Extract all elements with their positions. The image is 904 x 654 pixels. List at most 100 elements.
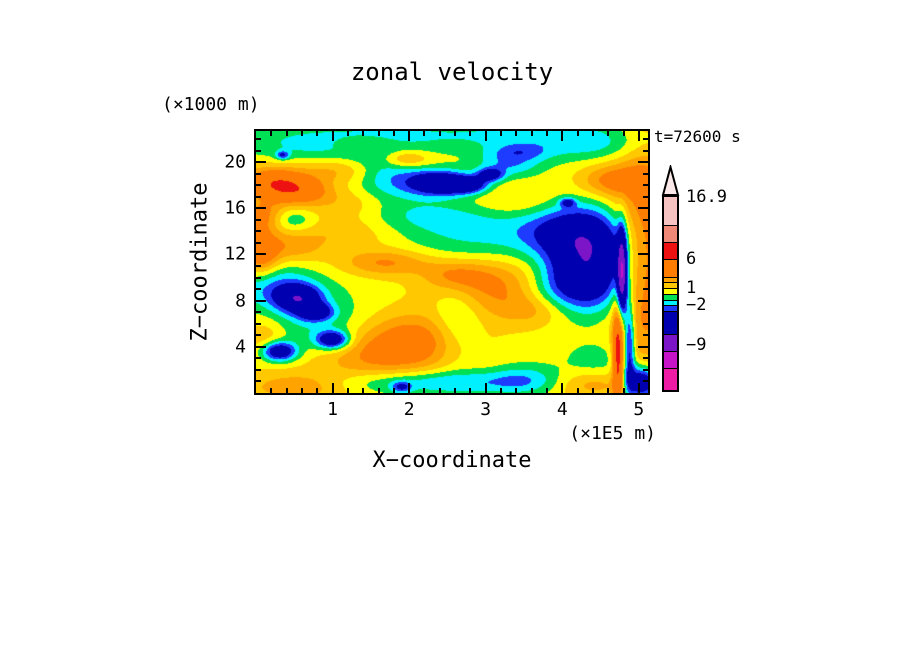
colorbar-label: −9 <box>686 335 707 356</box>
tick-mark <box>347 131 349 136</box>
z-axis-label: Z−coordinate <box>187 182 213 342</box>
tick-mark <box>408 383 410 393</box>
tick-mark <box>643 265 648 267</box>
tick-mark <box>256 242 261 244</box>
tick-mark <box>256 265 261 267</box>
tick-mark <box>643 357 648 359</box>
tick-mark <box>256 253 266 255</box>
tick-mark <box>577 131 579 136</box>
tick-mark <box>643 173 648 175</box>
tick-mark <box>393 388 395 393</box>
tick-mark <box>485 131 487 141</box>
tick-mark <box>546 131 548 136</box>
tick-mark <box>643 323 648 325</box>
tick-mark <box>439 388 441 393</box>
tick-mark <box>643 230 648 232</box>
z-axis-units-label: (×1000 m) <box>162 94 260 115</box>
tick-mark <box>469 131 471 136</box>
tick-mark <box>256 230 261 232</box>
tick-mark <box>408 131 410 141</box>
x-tick-label: 4 <box>556 399 568 420</box>
tick-mark <box>332 383 334 393</box>
tick-mark <box>362 388 364 393</box>
colorbar-segment <box>664 311 677 334</box>
colorbar-segment <box>664 225 677 242</box>
tick-mark <box>270 388 272 393</box>
tick-mark <box>332 131 334 141</box>
tick-mark <box>643 277 648 279</box>
tick-mark <box>500 388 502 393</box>
tick-mark <box>515 131 517 136</box>
tick-mark <box>638 207 648 209</box>
tick-mark <box>256 357 261 359</box>
tick-mark <box>561 383 563 393</box>
colorbar-label: −2 <box>686 295 707 316</box>
tick-mark <box>643 369 648 371</box>
tick-mark <box>515 388 517 393</box>
tick-mark <box>256 300 266 302</box>
tick-mark <box>256 380 261 382</box>
plot-title: zonal velocity <box>350 58 554 86</box>
contour-field-canvas <box>256 131 648 393</box>
tick-mark <box>423 388 425 393</box>
tick-mark <box>256 334 261 336</box>
tick-mark <box>301 131 303 136</box>
tick-mark <box>643 311 648 313</box>
tick-mark <box>577 388 579 393</box>
tick-mark <box>643 334 648 336</box>
tick-mark <box>286 388 288 393</box>
tick-mark <box>256 288 261 290</box>
tick-mark <box>423 131 425 136</box>
tick-mark <box>301 388 303 393</box>
tick-mark <box>643 184 648 186</box>
tick-mark <box>256 150 261 152</box>
x-tick-label: 2 <box>403 399 415 420</box>
tick-mark <box>256 207 266 209</box>
z-tick-label: 16 <box>224 197 246 219</box>
colorbar-segment <box>664 351 677 368</box>
colorbar-segment <box>664 300 677 305</box>
tick-mark <box>316 388 318 393</box>
tick-mark <box>286 131 288 136</box>
tick-mark <box>607 131 609 136</box>
tick-mark <box>454 131 456 136</box>
colorbar-label: 16.9 <box>686 187 727 207</box>
tick-mark <box>469 388 471 393</box>
z-tick-label: 20 <box>224 151 246 173</box>
tick-mark <box>454 388 456 393</box>
tick-mark <box>546 388 548 393</box>
tick-mark <box>393 131 395 136</box>
tick-mark <box>256 277 261 279</box>
x-tick-label: 3 <box>480 399 492 420</box>
colorbar-segment <box>664 282 677 288</box>
tick-mark <box>643 138 648 140</box>
colorbar-segment <box>664 197 677 225</box>
tick-mark <box>256 219 261 221</box>
colorbar-label: 1 <box>686 278 697 299</box>
tick-mark <box>378 131 380 136</box>
tick-mark <box>256 138 261 140</box>
tick-mark <box>256 173 261 175</box>
tick-mark <box>643 242 648 244</box>
tick-mark <box>561 131 563 141</box>
tick-mark <box>638 300 648 302</box>
z-tick-label: 4 <box>235 336 246 358</box>
tick-mark <box>256 346 266 348</box>
z-tick-label: 12 <box>224 243 246 265</box>
colorbar-segment <box>664 288 677 294</box>
tick-mark <box>256 161 266 163</box>
tick-mark <box>485 383 487 393</box>
colorbar-segment <box>664 277 677 282</box>
colorbar <box>662 195 679 392</box>
colorbar-segment <box>664 294 677 300</box>
colorbar-segment <box>664 305 677 311</box>
tick-mark <box>643 288 648 290</box>
tick-mark <box>607 388 609 393</box>
tick-mark <box>256 196 261 198</box>
colorbar-segment <box>664 259 677 277</box>
tick-mark <box>638 383 640 393</box>
tick-mark <box>592 388 594 393</box>
colorbar-segment <box>664 242 677 259</box>
tick-mark <box>638 346 648 348</box>
